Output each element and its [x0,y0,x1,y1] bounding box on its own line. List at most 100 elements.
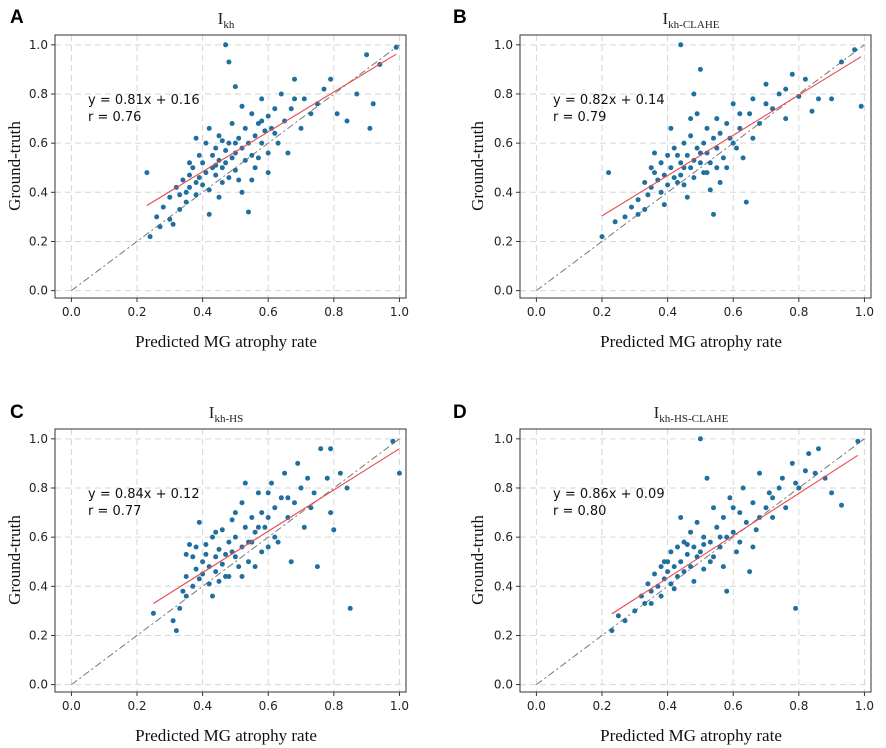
data-point [265,113,271,119]
y-tick-label: 1.0 [29,38,48,52]
data-point [727,495,733,501]
data-point [219,527,225,533]
data-point [183,199,189,205]
data-point [789,460,795,466]
data-point [206,125,212,131]
data-point [684,542,690,547]
data-point [688,564,694,570]
data-point [737,539,743,545]
data-point [730,140,736,146]
data-point [354,91,360,97]
title-main: I [654,403,660,422]
data-point [232,510,238,516]
data-point [167,194,173,200]
data-point [285,150,291,156]
data-point [229,517,235,523]
data-point [697,66,703,72]
y-tick-label: 0.0 [29,284,48,298]
y-tick-label: 0.2 [29,628,48,642]
data-point [259,510,265,516]
data-point [219,138,225,144]
data-point [226,539,232,545]
data-point [239,103,245,109]
data-point [370,101,376,107]
data-point [737,111,743,117]
data-point [216,546,222,552]
data-point [190,554,196,560]
data-point [704,475,710,481]
data-point [213,172,219,178]
data-point [170,221,176,227]
data-point [229,121,235,126]
data-point [255,524,261,530]
data-point [839,502,844,508]
data-point [278,91,284,97]
data-point [730,505,736,511]
y-tick-label: 0.0 [494,678,513,692]
data-point [196,576,202,582]
data-point [298,125,304,131]
data-point [193,566,199,572]
data-point [242,125,248,131]
data-point [691,578,697,584]
data-point [632,608,638,614]
data-point [642,207,648,212]
identity-line [71,438,400,686]
data-point [806,451,812,457]
data-point [816,96,821,102]
data-point [272,130,278,136]
data-point [262,128,268,134]
y-tick-label: 0.6 [494,136,513,150]
data-point [737,510,743,516]
panel-title: Ikh-HS [209,403,243,425]
data-point [747,569,753,575]
panel-c: C Ikh-HS Predicted MG atrophy rate Groun… [5,402,409,745]
panel-label: D [453,402,467,423]
data-point [249,111,255,117]
data-point [658,564,664,570]
data-point [239,500,245,506]
data-point [347,605,353,611]
data-point [701,140,707,146]
data-point [730,101,736,107]
panel-d: D Ikh-HS-CLAHE Predicted MG atrophy rate… [453,402,874,745]
data-point [671,586,677,592]
data-point [314,564,320,570]
y-axis-label: Ground-truth [5,121,24,211]
y-tick-label: 1.0 [29,432,48,446]
data-point [318,446,324,452]
x-tick-label: 0.2 [127,699,146,713]
data-point [232,150,238,156]
y-tick-label: 0.0 [494,284,513,298]
data-point [216,157,222,163]
data-point [259,118,265,124]
data-point [734,549,739,555]
data-point [223,574,229,579]
data-point [642,601,648,606]
x-tick-label: 0.8 [789,699,808,713]
data-point [206,211,212,217]
data-point [720,155,726,161]
data-point [724,165,730,171]
data-point [707,187,713,193]
correlation-label: r = 0.77 [88,504,141,519]
data-point [223,551,229,557]
y-axis-label: Ground-truth [5,515,24,605]
data-point [265,515,271,520]
data-point [714,165,720,171]
data-point [255,155,261,161]
data-point [196,175,202,181]
data-point [252,133,258,139]
data-point [193,192,199,198]
data-point [249,515,255,520]
data-point [183,574,189,579]
title-main: I [209,403,215,422]
data-point [717,180,723,185]
x-tick-label: 0.0 [62,699,81,713]
data-point [691,544,697,550]
x-tick-label: 0.4 [193,305,212,319]
data-point [331,527,337,533]
panel-a: A Ikh Predicted MG atrophy rate Ground-t… [5,7,409,351]
data-point [658,160,664,166]
data-point [675,544,680,550]
